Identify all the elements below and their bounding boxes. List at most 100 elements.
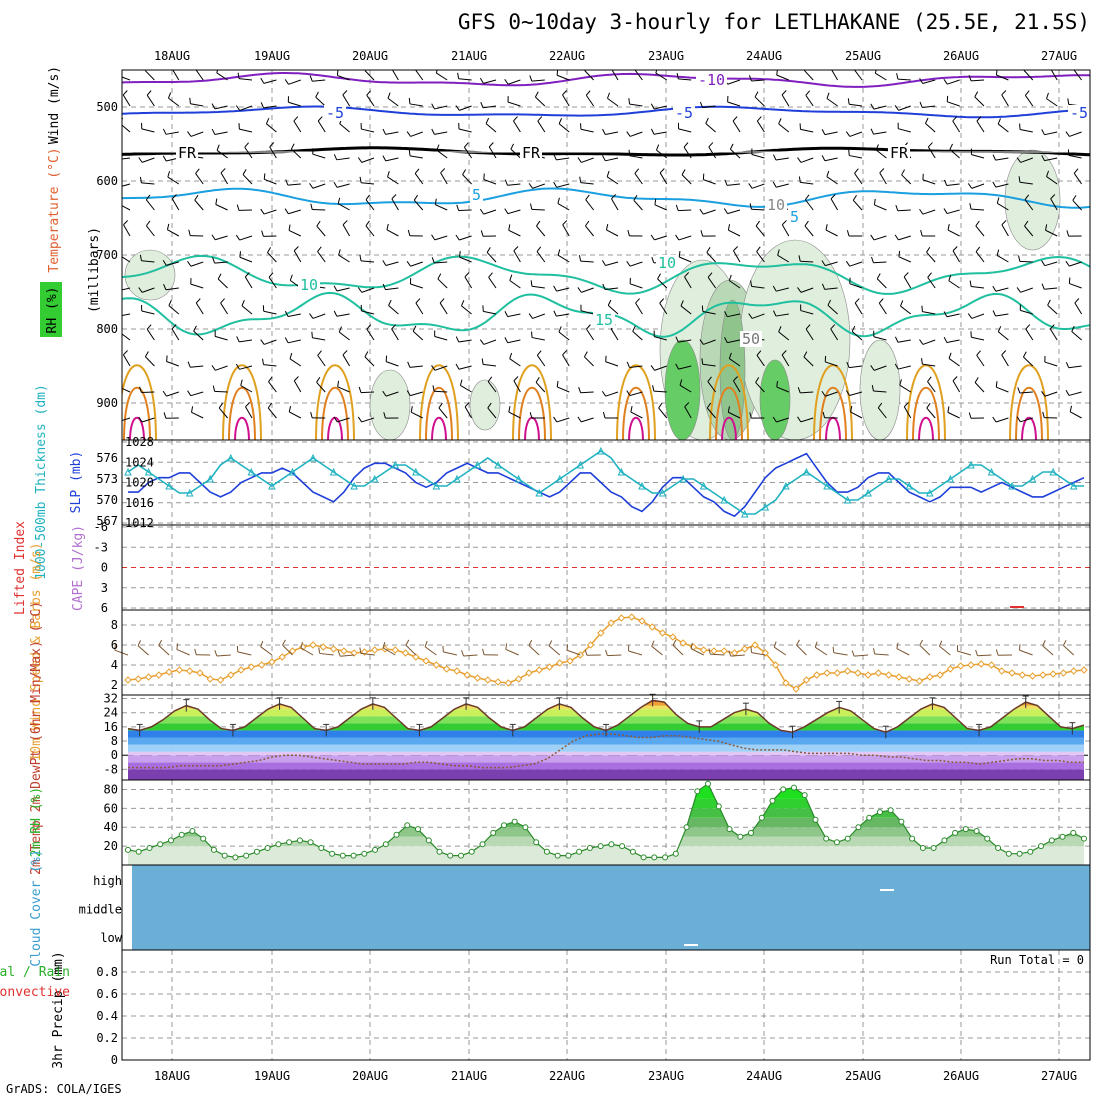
ua-barb bbox=[263, 105, 277, 109]
ua-barb-flag bbox=[675, 363, 680, 370]
ua-barb-flag bbox=[290, 143, 295, 150]
wind-marker bbox=[247, 663, 256, 671]
ua-barb bbox=[263, 310, 277, 315]
ua-barb-flag bbox=[733, 246, 739, 252]
ua-barb-flag bbox=[431, 128, 435, 135]
ua-barb-flag bbox=[114, 286, 117, 291]
ua-barb bbox=[1044, 131, 1058, 136]
ua-side-temp: Temperature (°C) bbox=[47, 147, 62, 272]
rh-marker bbox=[608, 841, 615, 848]
ua-barb-flag bbox=[269, 142, 275, 148]
ua-barb bbox=[266, 123, 277, 133]
bl-contour-0-2 bbox=[129, 417, 145, 440]
contour-label-6: FR bbox=[890, 144, 909, 162]
ua-barb-flag bbox=[630, 406, 633, 413]
rh-marker bbox=[372, 846, 379, 853]
slp-ylabel-left: 1000-500mb Thickness (dm) bbox=[34, 384, 49, 580]
wind-barb bbox=[854, 654, 869, 657]
ua-barb-flag bbox=[437, 273, 442, 280]
ua-barb bbox=[873, 261, 887, 264]
ua-barb-flag bbox=[896, 73, 899, 80]
ua-barb-flag bbox=[265, 118, 270, 124]
ua-barb-flag bbox=[676, 72, 679, 80]
ua-barb bbox=[507, 101, 521, 107]
ua-barb bbox=[385, 157, 399, 162]
ua-barb-flag bbox=[850, 405, 853, 413]
ua-barb bbox=[414, 173, 424, 185]
ua-barb bbox=[483, 79, 497, 84]
ua-barb bbox=[610, 328, 619, 341]
ua-barb bbox=[535, 96, 546, 107]
thick-marker bbox=[679, 474, 687, 483]
ua-barb bbox=[927, 381, 936, 393]
wind-marker bbox=[185, 667, 194, 675]
thick-marker bbox=[967, 460, 975, 469]
rh-marker bbox=[1081, 835, 1087, 842]
ua-barb bbox=[751, 285, 765, 289]
date-top-9: 27AUG bbox=[1041, 49, 1077, 63]
ua-barb bbox=[800, 391, 814, 394]
ua-barb-flag bbox=[699, 101, 704, 108]
ua-barb-flag bbox=[948, 352, 952, 359]
ua-barb bbox=[361, 182, 375, 185]
ua-barb-flag bbox=[289, 352, 293, 359]
ua-barb bbox=[531, 79, 545, 82]
wind-marker bbox=[699, 646, 708, 654]
ua-barb-flag bbox=[461, 300, 465, 307]
ua-barb bbox=[215, 204, 228, 211]
ua-barb-flag bbox=[167, 92, 172, 99]
ua-barb bbox=[873, 336, 887, 341]
ua-barb bbox=[391, 70, 399, 81]
ua-barb bbox=[805, 95, 814, 107]
ua-barb bbox=[412, 330, 424, 341]
ua-barb bbox=[875, 72, 887, 81]
ua-barb bbox=[145, 225, 155, 237]
ua-barb bbox=[605, 261, 619, 267]
rh-marker bbox=[1016, 850, 1023, 857]
ua-barb-flag bbox=[139, 386, 142, 393]
ua-barb-flag bbox=[894, 105, 899, 111]
ua-barb-flag bbox=[903, 272, 909, 278]
ua-barb bbox=[483, 310, 497, 315]
ua-barb bbox=[291, 148, 302, 159]
thick-marker bbox=[309, 453, 317, 462]
ua-barb-flag bbox=[992, 285, 997, 292]
ua-barb-flag bbox=[755, 220, 760, 227]
ua-barb bbox=[289, 411, 302, 419]
ua-barb-flag bbox=[383, 412, 386, 419]
rh-marker bbox=[919, 845, 926, 851]
ua-barb-flag bbox=[825, 224, 828, 231]
rh-marker bbox=[705, 780, 711, 787]
ua-barb bbox=[385, 287, 399, 291]
ua-barb-flag bbox=[1065, 390, 1070, 396]
ua-barb bbox=[585, 225, 594, 237]
ua-barb-flag bbox=[606, 170, 610, 177]
ua-barb bbox=[141, 182, 155, 185]
ua-barb bbox=[732, 120, 741, 133]
ua-barb-flag bbox=[138, 287, 143, 293]
ua-barb bbox=[607, 305, 619, 315]
ua-barb bbox=[410, 261, 423, 267]
rh-area-4 bbox=[759, 359, 791, 440]
contour-minus5 bbox=[122, 105, 1090, 119]
ua-barb bbox=[365, 225, 375, 237]
wind-barb bbox=[382, 647, 396, 656]
ua-barb-flag bbox=[926, 246, 931, 253]
wind-marker bbox=[936, 671, 944, 679]
rh-marker bbox=[200, 835, 207, 842]
ua-barb bbox=[562, 94, 570, 107]
bl-contour-7-2 bbox=[825, 417, 841, 440]
ua-barb-flag bbox=[1051, 64, 1055, 68]
wind-marker bbox=[422, 657, 430, 665]
wind-marker bbox=[124, 676, 132, 684]
ua-barb-flag bbox=[1022, 351, 1027, 358]
thick-marker bbox=[514, 474, 523, 483]
temp-ylabel: 2m Temp 2m DewPt (6hr Min/Max) (°C) bbox=[29, 601, 44, 875]
thick-marker bbox=[1028, 474, 1037, 483]
wind-marker bbox=[1070, 667, 1078, 675]
ua-barb-flag bbox=[187, 390, 192, 396]
ua-barb bbox=[824, 157, 838, 162]
ua-barb-flag bbox=[391, 324, 397, 330]
ua-barb bbox=[1045, 229, 1058, 237]
rh-marker bbox=[157, 841, 164, 848]
